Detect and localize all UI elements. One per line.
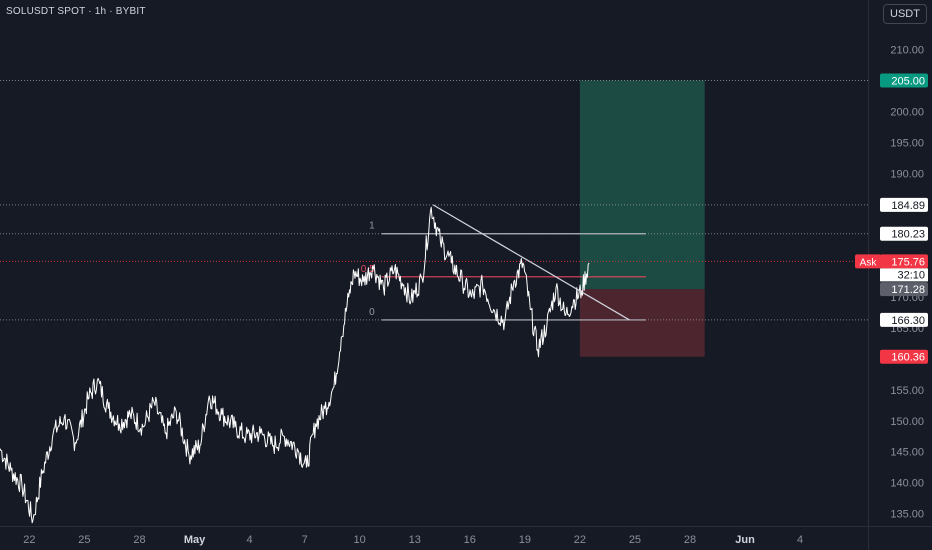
y-tick-label: 150.00 xyxy=(890,416,924,428)
price-badge xyxy=(880,73,928,88)
x-tick-label: 25 xyxy=(629,534,641,546)
countdown-label: 32:10 xyxy=(897,269,925,281)
price-badge-label: 160.36 xyxy=(891,352,925,364)
y-tick-label: 190.00 xyxy=(890,168,924,180)
x-tick-label: 4 xyxy=(247,534,253,546)
x-tick-label: 7 xyxy=(302,534,308,546)
y-tick-label: 210.00 xyxy=(890,45,924,57)
price-badge-label: 166.30 xyxy=(891,315,925,327)
x-tick-label: 28 xyxy=(133,534,145,546)
x-tick-label: 4 xyxy=(797,534,803,546)
price-badge-label: 205.00 xyxy=(891,75,925,87)
y-tick-label: 195.00 xyxy=(890,137,924,149)
price-badge xyxy=(880,254,928,269)
trendline xyxy=(432,204,630,321)
x-tick-label: 16 xyxy=(464,534,476,546)
x-tick-label: 13 xyxy=(409,534,421,546)
x-tick-label: 22 xyxy=(23,534,35,546)
currency-button[interactable]: USDT xyxy=(883,4,927,24)
symbol-title: SOLUSDT SPOT · 1h · BYBIT xyxy=(6,6,146,17)
price-badge xyxy=(880,226,928,241)
y-tick-label: 155.00 xyxy=(890,385,924,397)
y-tick-label: 145.00 xyxy=(890,447,924,459)
price-series-line xyxy=(0,206,590,524)
y-tick-label: 135.00 xyxy=(890,509,924,521)
price-badge-label: 175.76 xyxy=(891,256,925,268)
fib-level-label: 1 xyxy=(369,221,375,232)
x-tick-label: 28 xyxy=(684,534,696,546)
price-badge-label: 180.23 xyxy=(891,229,925,241)
price-badge-label: 171.28 xyxy=(891,284,925,296)
x-tick-label: 25 xyxy=(78,534,90,546)
x-tick-label: Jun xyxy=(735,534,755,546)
y-tick-label: 200.00 xyxy=(890,106,924,118)
x-tick-label: 19 xyxy=(519,534,531,546)
price-badge xyxy=(880,312,928,327)
price-badge-label: 184.89 xyxy=(891,200,925,212)
ask-label: Ask xyxy=(860,257,878,268)
price-badge xyxy=(880,282,928,297)
x-tick-label: 22 xyxy=(574,534,586,546)
ask-badge xyxy=(855,254,881,269)
price-badge xyxy=(880,197,928,212)
x-tick-label: 10 xyxy=(354,534,366,546)
target-zone xyxy=(579,80,705,290)
x-tick-label: May xyxy=(184,534,206,546)
fib-level-label: 0 xyxy=(369,307,375,318)
countdown-badge xyxy=(880,268,928,282)
y-tick-label: 140.00 xyxy=(890,478,924,490)
stop-zone xyxy=(579,289,705,357)
price-badge xyxy=(880,349,928,364)
